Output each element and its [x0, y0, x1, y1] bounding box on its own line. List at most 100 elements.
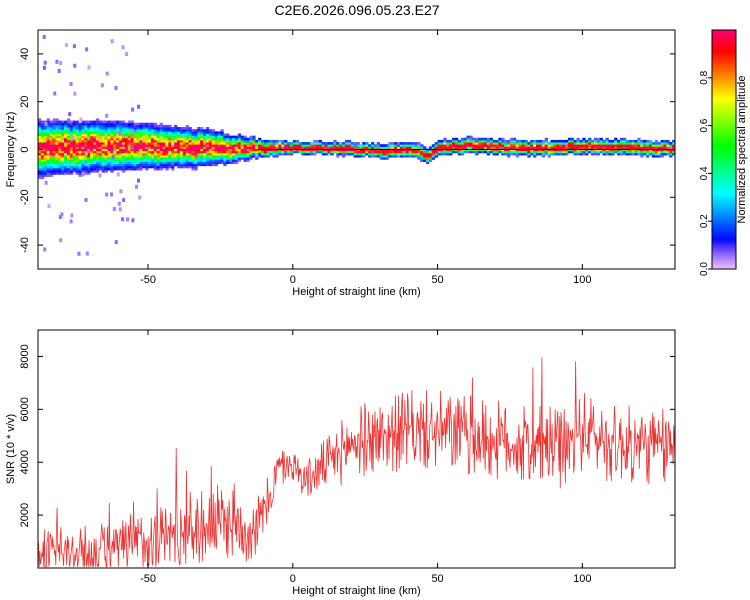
colorbar-stripe — [712, 55, 736, 59]
spectrogram-cell — [593, 152, 598, 156]
spectrogram-cell — [478, 150, 482, 154]
spectrogram-cell — [530, 139, 534, 143]
spectrogram-cell — [159, 146, 163, 149]
spectrogram-cell — [148, 139, 152, 143]
spectrogram-cell — [200, 144, 204, 147]
spectrogram-cell — [95, 163, 100, 167]
spectrogram-cell — [64, 161, 68, 165]
spectrogram-cell — [408, 142, 412, 145]
spectrogram-cell — [608, 144, 612, 147]
spectrogram-cell — [243, 135, 247, 139]
spectrogram-cell — [411, 142, 415, 145]
spectrogram-cell — [38, 122, 42, 126]
spectrogram-cell — [608, 146, 612, 149]
colorbar-stripe — [712, 225, 736, 228]
spectrogram-cell — [194, 148, 198, 152]
spectrogram-cell — [208, 148, 213, 152]
spectrogram-cell — [330, 152, 334, 156]
spectrogram-cell — [269, 139, 273, 143]
spectrogram-cell — [191, 152, 195, 156]
spectrogram-cell — [425, 150, 430, 154]
spectrogram-cell — [527, 150, 531, 154]
colorbar-stripe — [712, 259, 736, 262]
spectrogram-cell — [260, 152, 265, 156]
spectrogram-cell — [197, 131, 201, 134]
spectrogram-cell — [121, 165, 126, 169]
spectrogram-cell — [362, 150, 366, 154]
spectrogram-cell — [182, 157, 187, 160]
x-tick-label: 0 — [290, 274, 296, 286]
spectrogram-cell — [211, 129, 216, 132]
spectrogram-cell — [602, 146, 606, 149]
spectrogram-cell — [148, 148, 152, 152]
spectrogram-cell — [133, 131, 137, 134]
spectrogram-cell — [185, 144, 189, 147]
spectrogram-cell — [498, 146, 502, 149]
spectrogram-cell — [593, 150, 598, 154]
spectrogram-cell — [93, 120, 97, 124]
spectrogram-cell — [104, 150, 108, 154]
spectrogram-cell — [156, 131, 161, 134]
spectrogram-cell — [530, 150, 534, 154]
spectrogram-cell — [174, 157, 178, 160]
spectrogram-cell — [52, 129, 56, 132]
y-tick-label: 2000 — [19, 503, 31, 527]
spectrogram-cell — [64, 131, 68, 134]
spectrogram-cell — [119, 139, 123, 143]
spectrogram-cell — [197, 142, 201, 145]
spectrogram-cell — [231, 150, 236, 154]
spectrogram-cell — [420, 152, 424, 156]
spectrogram-cell — [159, 154, 163, 158]
spectrogram-cell — [287, 146, 291, 149]
spectrogram-cell — [116, 165, 120, 169]
spectrogram-cell — [570, 144, 575, 147]
spectrogram-cell — [116, 129, 120, 132]
colorbar-stripe — [712, 69, 736, 73]
spectrogram-cell — [269, 152, 273, 156]
spectrogram-cell — [226, 154, 230, 158]
spectrogram-cell — [110, 142, 114, 145]
spectrogram-cell — [197, 139, 201, 143]
spectrogram-cell — [269, 150, 273, 154]
spectrogram-cell — [281, 144, 285, 147]
spectrogram-cell — [197, 163, 201, 167]
spectrogram-cell — [188, 159, 192, 162]
spectrogram-cell — [313, 150, 317, 154]
spectrogram-cell — [104, 167, 108, 171]
spectrogram-cell — [61, 142, 65, 145]
spectrogram-cell — [110, 152, 114, 156]
spectrogram-cell — [72, 133, 77, 137]
spectrogram-cell — [463, 142, 467, 145]
spectrogram-cell — [576, 144, 580, 147]
spectrogram-cell — [93, 167, 97, 171]
spectrogram-cell — [110, 167, 114, 171]
spectrogram-cell — [353, 144, 357, 147]
spectrogram-cell — [168, 157, 172, 160]
spectrogram-cell — [524, 152, 528, 156]
spectrogram-cell — [64, 122, 68, 126]
spectrogram-cell — [547, 152, 551, 156]
spectrogram-cell — [628, 150, 632, 154]
spectrogram-cell — [38, 152, 42, 156]
spectrogram-cell — [87, 135, 91, 139]
spectrogram-cell — [669, 150, 673, 154]
spectrogram-cell — [495, 152, 499, 156]
spectrogram-cell — [278, 144, 282, 147]
colorbar-stripe — [712, 41, 736, 45]
spectrogram-cell — [95, 139, 100, 143]
spectrogram-cell — [139, 133, 143, 137]
spectrogram-cell — [556, 139, 560, 143]
colorbar-stripe — [712, 163, 736, 167]
spectrogram-cell — [104, 142, 108, 145]
spectrogram-cell — [162, 131, 166, 134]
spectrogram-cell — [150, 157, 155, 160]
spectrogram-cell — [107, 144, 111, 147]
spectrogram-cell — [110, 133, 114, 137]
spectrogram-cell — [87, 139, 91, 143]
spectrogram-cell — [64, 142, 68, 145]
spectrogram-cell — [49, 122, 53, 126]
spectrogram-cell — [84, 170, 88, 173]
spectrogram-cell — [240, 139, 244, 143]
spectrogram-cell — [87, 167, 91, 171]
spectrogram-cell — [231, 142, 236, 145]
